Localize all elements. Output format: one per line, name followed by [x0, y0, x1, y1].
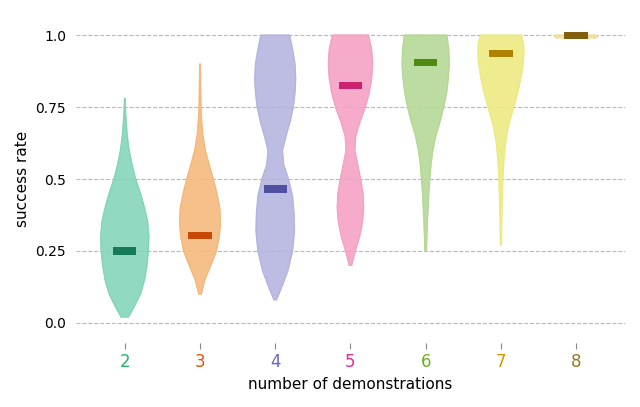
- Bar: [414, 59, 437, 66]
- Polygon shape: [402, 35, 449, 251]
- Polygon shape: [554, 35, 598, 38]
- Bar: [264, 186, 287, 193]
- Polygon shape: [328, 35, 372, 265]
- Bar: [113, 247, 136, 254]
- Polygon shape: [180, 64, 220, 294]
- Bar: [489, 50, 513, 57]
- Bar: [339, 82, 362, 89]
- Bar: [564, 32, 588, 39]
- Y-axis label: success rate: success rate: [15, 131, 30, 227]
- Polygon shape: [478, 35, 524, 245]
- Bar: [188, 232, 212, 239]
- Polygon shape: [255, 35, 296, 300]
- Polygon shape: [100, 98, 149, 317]
- X-axis label: number of demonstrations: number of demonstrations: [248, 377, 452, 392]
